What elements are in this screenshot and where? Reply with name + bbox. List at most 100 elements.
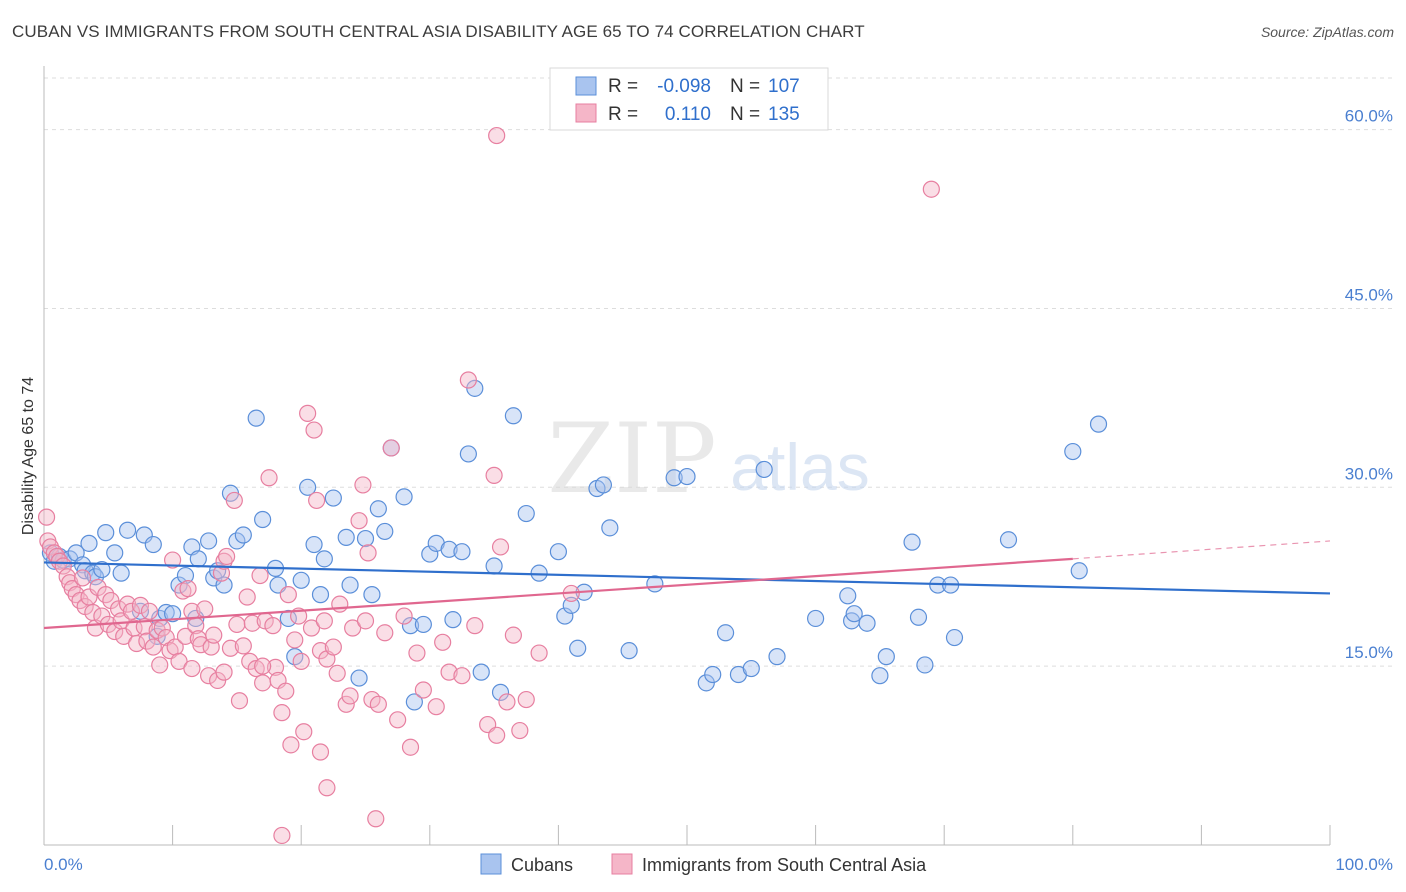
cubans-point: [311, 586, 330, 604]
cubans-point: [305, 535, 323, 554]
watermark-atlas: atlas: [730, 430, 869, 504]
immigrants-point: [367, 810, 385, 828]
cubans-point: [768, 648, 786, 666]
cubans-point: [118, 521, 137, 539]
immigrants-point: [305, 421, 323, 439]
cubans-point: [999, 531, 1018, 549]
immigrants-point: [228, 615, 246, 634]
immigrants-point: [254, 657, 272, 675]
cubans-point: [421, 545, 439, 563]
immigrants-point: [264, 617, 282, 635]
cubans-point: [189, 550, 207, 568]
immigrants-point: [328, 664, 346, 682]
immigrants-point: [311, 743, 330, 761]
cubans-point: [341, 576, 359, 594]
cubans-point: [453, 543, 471, 561]
immigrants-point: [466, 617, 484, 635]
immigrants-point: [434, 633, 452, 651]
immigrants-point: [221, 639, 240, 657]
cubans-point: [945, 628, 964, 647]
cubans-point: [299, 478, 317, 496]
immigrants-point: [251, 566, 269, 585]
immigrants-point: [254, 674, 272, 692]
cubans-point: [517, 504, 535, 523]
cubans-point: [858, 614, 876, 632]
immigrants-point: [218, 547, 236, 566]
stats-n-label-2: N =: [730, 104, 760, 125]
immigrants-point: [318, 779, 336, 797]
immigrants-point: [511, 721, 529, 740]
cubans-point: [472, 663, 490, 681]
cubans-point: [549, 543, 568, 561]
immigrants-point: [337, 695, 355, 713]
immigrants-point: [286, 631, 304, 649]
immigrants-point: [131, 596, 150, 614]
cubans-point: [395, 488, 413, 506]
cubans-point: [315, 550, 333, 568]
immigrants-point: [295, 723, 313, 741]
immigrants-point: [350, 512, 368, 530]
legend-label-cubans: Cubans: [511, 855, 573, 875]
immigrants-point: [144, 638, 162, 656]
cubans-point: [356, 529, 375, 548]
immigrants-point: [135, 618, 153, 636]
immigrants-point: [488, 126, 506, 145]
cubans-point: [247, 409, 265, 427]
immigrants-point: [517, 690, 535, 709]
immigrants-point: [151, 656, 169, 674]
immigrants-point: [127, 634, 146, 653]
immigrants-point: [354, 476, 372, 494]
immigrants-point: [344, 619, 362, 637]
cubans-point: [80, 534, 98, 552]
cubans-point: [106, 544, 124, 562]
cubans-point: [350, 669, 368, 687]
immigrants-point: [459, 371, 477, 389]
axes: 15.0% 30.0% 45.0% 60.0%: [43, 66, 1393, 846]
cubans-point: [839, 587, 857, 605]
immigrants-point: [273, 826, 291, 845]
cubans-point: [93, 560, 111, 579]
cubans-point: [97, 524, 115, 542]
stats-n-label-1: N =: [730, 76, 760, 97]
bottom-legend: Cubans Immigrants from South Central Asi…: [480, 853, 927, 875]
immigrants-point: [414, 681, 432, 699]
immigrants-point: [356, 612, 375, 630]
cubans-point: [148, 627, 166, 645]
immigrants-point: [341, 687, 359, 705]
cubans-point: [556, 607, 574, 625]
cubans-point: [742, 659, 760, 678]
cubans-point: [1089, 415, 1108, 433]
cubans-point: [414, 615, 432, 634]
immigrants-point: [277, 682, 295, 700]
stats-legend-swatch-blue: [575, 76, 597, 96]
immigrants-point: [282, 736, 300, 754]
immigrants-point: [453, 667, 471, 685]
immigrants-point: [37, 508, 56, 526]
immigrants-point: [427, 698, 445, 716]
immigrants-point: [73, 569, 92, 587]
immigrants-point: [140, 602, 159, 620]
cubans-point: [569, 639, 587, 657]
cubans-point: [620, 642, 638, 660]
cubans-point: [401, 617, 420, 635]
stats-n-value-2: 135: [768, 104, 800, 125]
cubans-point: [112, 564, 130, 582]
immigrants-points: [37, 126, 940, 845]
immigrants-point: [225, 491, 243, 510]
trend-lines: [43, 540, 1331, 630]
cubans-point: [405, 693, 423, 711]
cubans-point: [665, 469, 683, 487]
immigrants-point: [205, 626, 223, 644]
immigrants-point: [122, 602, 141, 620]
immigrants-point: [504, 626, 522, 644]
immigrants-point: [192, 636, 210, 654]
immigrants-point: [48, 547, 66, 566]
immigrants-point: [302, 619, 321, 637]
immigrants-point: [485, 466, 503, 484]
immigrants-point: [196, 600, 214, 618]
immigrants-point: [238, 588, 256, 606]
cubans-point: [871, 667, 889, 685]
y-tick-label: 15.0%: [1345, 643, 1393, 662]
immigrants-point: [273, 704, 291, 722]
